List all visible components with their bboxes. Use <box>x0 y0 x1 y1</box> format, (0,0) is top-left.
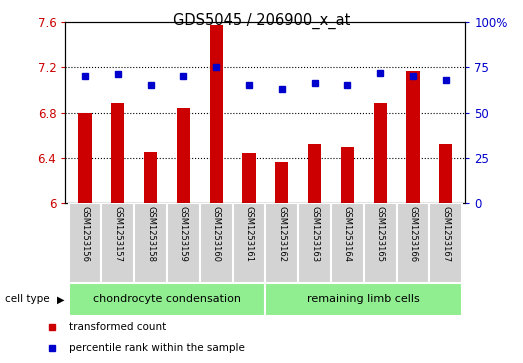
Text: GSM1253164: GSM1253164 <box>343 206 352 262</box>
Text: GSM1253165: GSM1253165 <box>376 206 385 262</box>
Bar <box>429 203 462 283</box>
Bar <box>233 203 266 283</box>
Bar <box>364 203 396 283</box>
Text: cell type: cell type <box>5 294 50 305</box>
Text: GSM1253161: GSM1253161 <box>245 206 254 262</box>
Bar <box>308 144 321 203</box>
Text: GSM1253159: GSM1253159 <box>179 206 188 262</box>
Text: GSM1253157: GSM1253157 <box>113 206 122 262</box>
Bar <box>78 113 92 203</box>
Text: GSM1253162: GSM1253162 <box>277 206 286 262</box>
Bar <box>341 147 354 203</box>
Text: GDS5045 / 206900_x_at: GDS5045 / 206900_x_at <box>173 13 350 29</box>
Bar <box>439 144 452 203</box>
Bar <box>101 203 134 283</box>
Text: transformed count: transformed count <box>69 322 166 332</box>
Text: ▶: ▶ <box>56 294 64 305</box>
Bar <box>373 103 387 203</box>
Bar <box>331 203 364 283</box>
Text: GSM1253156: GSM1253156 <box>81 206 89 262</box>
Bar <box>406 70 419 203</box>
Text: GSM1253158: GSM1253158 <box>146 206 155 262</box>
Bar <box>177 108 190 203</box>
Text: remaining limb cells: remaining limb cells <box>308 294 420 305</box>
Bar <box>210 25 223 203</box>
Bar <box>69 203 101 283</box>
Bar <box>243 153 256 203</box>
Text: GSM1253166: GSM1253166 <box>408 206 417 262</box>
Bar <box>396 203 429 283</box>
Bar <box>111 103 124 203</box>
Bar <box>200 203 233 283</box>
Bar <box>266 283 462 316</box>
Bar <box>167 203 200 283</box>
Bar <box>266 203 298 283</box>
Text: GSM1253167: GSM1253167 <box>441 206 450 262</box>
Text: percentile rank within the sample: percentile rank within the sample <box>69 343 245 354</box>
Text: GSM1253163: GSM1253163 <box>310 206 319 262</box>
Bar <box>69 283 266 316</box>
Bar <box>275 162 288 203</box>
Text: GSM1253160: GSM1253160 <box>212 206 221 262</box>
Bar <box>298 203 331 283</box>
Bar <box>134 203 167 283</box>
Text: chondrocyte condensation: chondrocyte condensation <box>93 294 241 305</box>
Bar <box>144 152 157 203</box>
